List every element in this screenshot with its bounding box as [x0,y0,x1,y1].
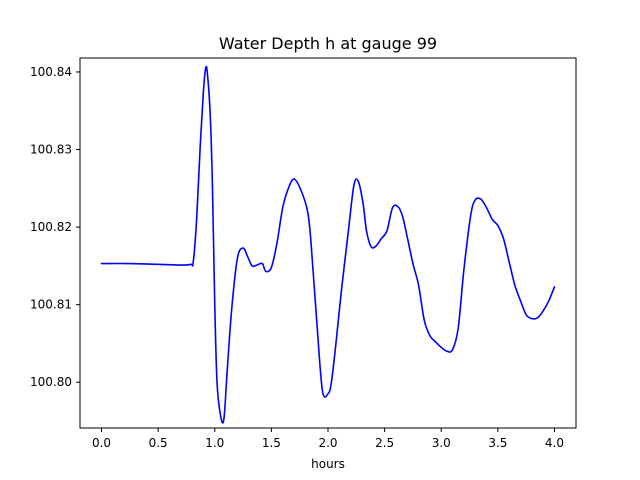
x-tick-label: 3.5 [488,436,507,450]
x-axis-label: hours [311,457,345,471]
x-tick-label: 3.0 [432,436,451,450]
x-tick-label: 2.0 [318,436,337,450]
y-tick-label: 100.81 [30,298,72,312]
y-axis-ticks: 100.80 100.81 100.82 100.83 100.84 [30,65,80,389]
x-tick-label: 1.5 [262,436,281,450]
y-tick-label: 100.83 [30,143,72,157]
x-axis-ticks: 0.0 0.5 1.0 1.5 2.0 2.5 3.0 3.5 4.0 [92,428,564,450]
chart-title: Water Depth h at gauge 99 [219,34,437,53]
y-tick-label: 100.84 [30,65,72,79]
x-tick-label: 0.0 [92,436,111,450]
series-layer [100,65,556,424]
x-tick-label: 4.0 [545,436,564,450]
plot-area [80,58,576,428]
y-tick-label: 100.82 [30,220,72,234]
series-line-0 [100,65,556,424]
y-tick-label: 100.80 [30,375,72,389]
x-tick-label: 2.5 [375,436,394,450]
x-tick-label: 1.0 [205,436,224,450]
plot-frame [79,57,577,429]
x-tick-label: 0.5 [149,436,168,450]
